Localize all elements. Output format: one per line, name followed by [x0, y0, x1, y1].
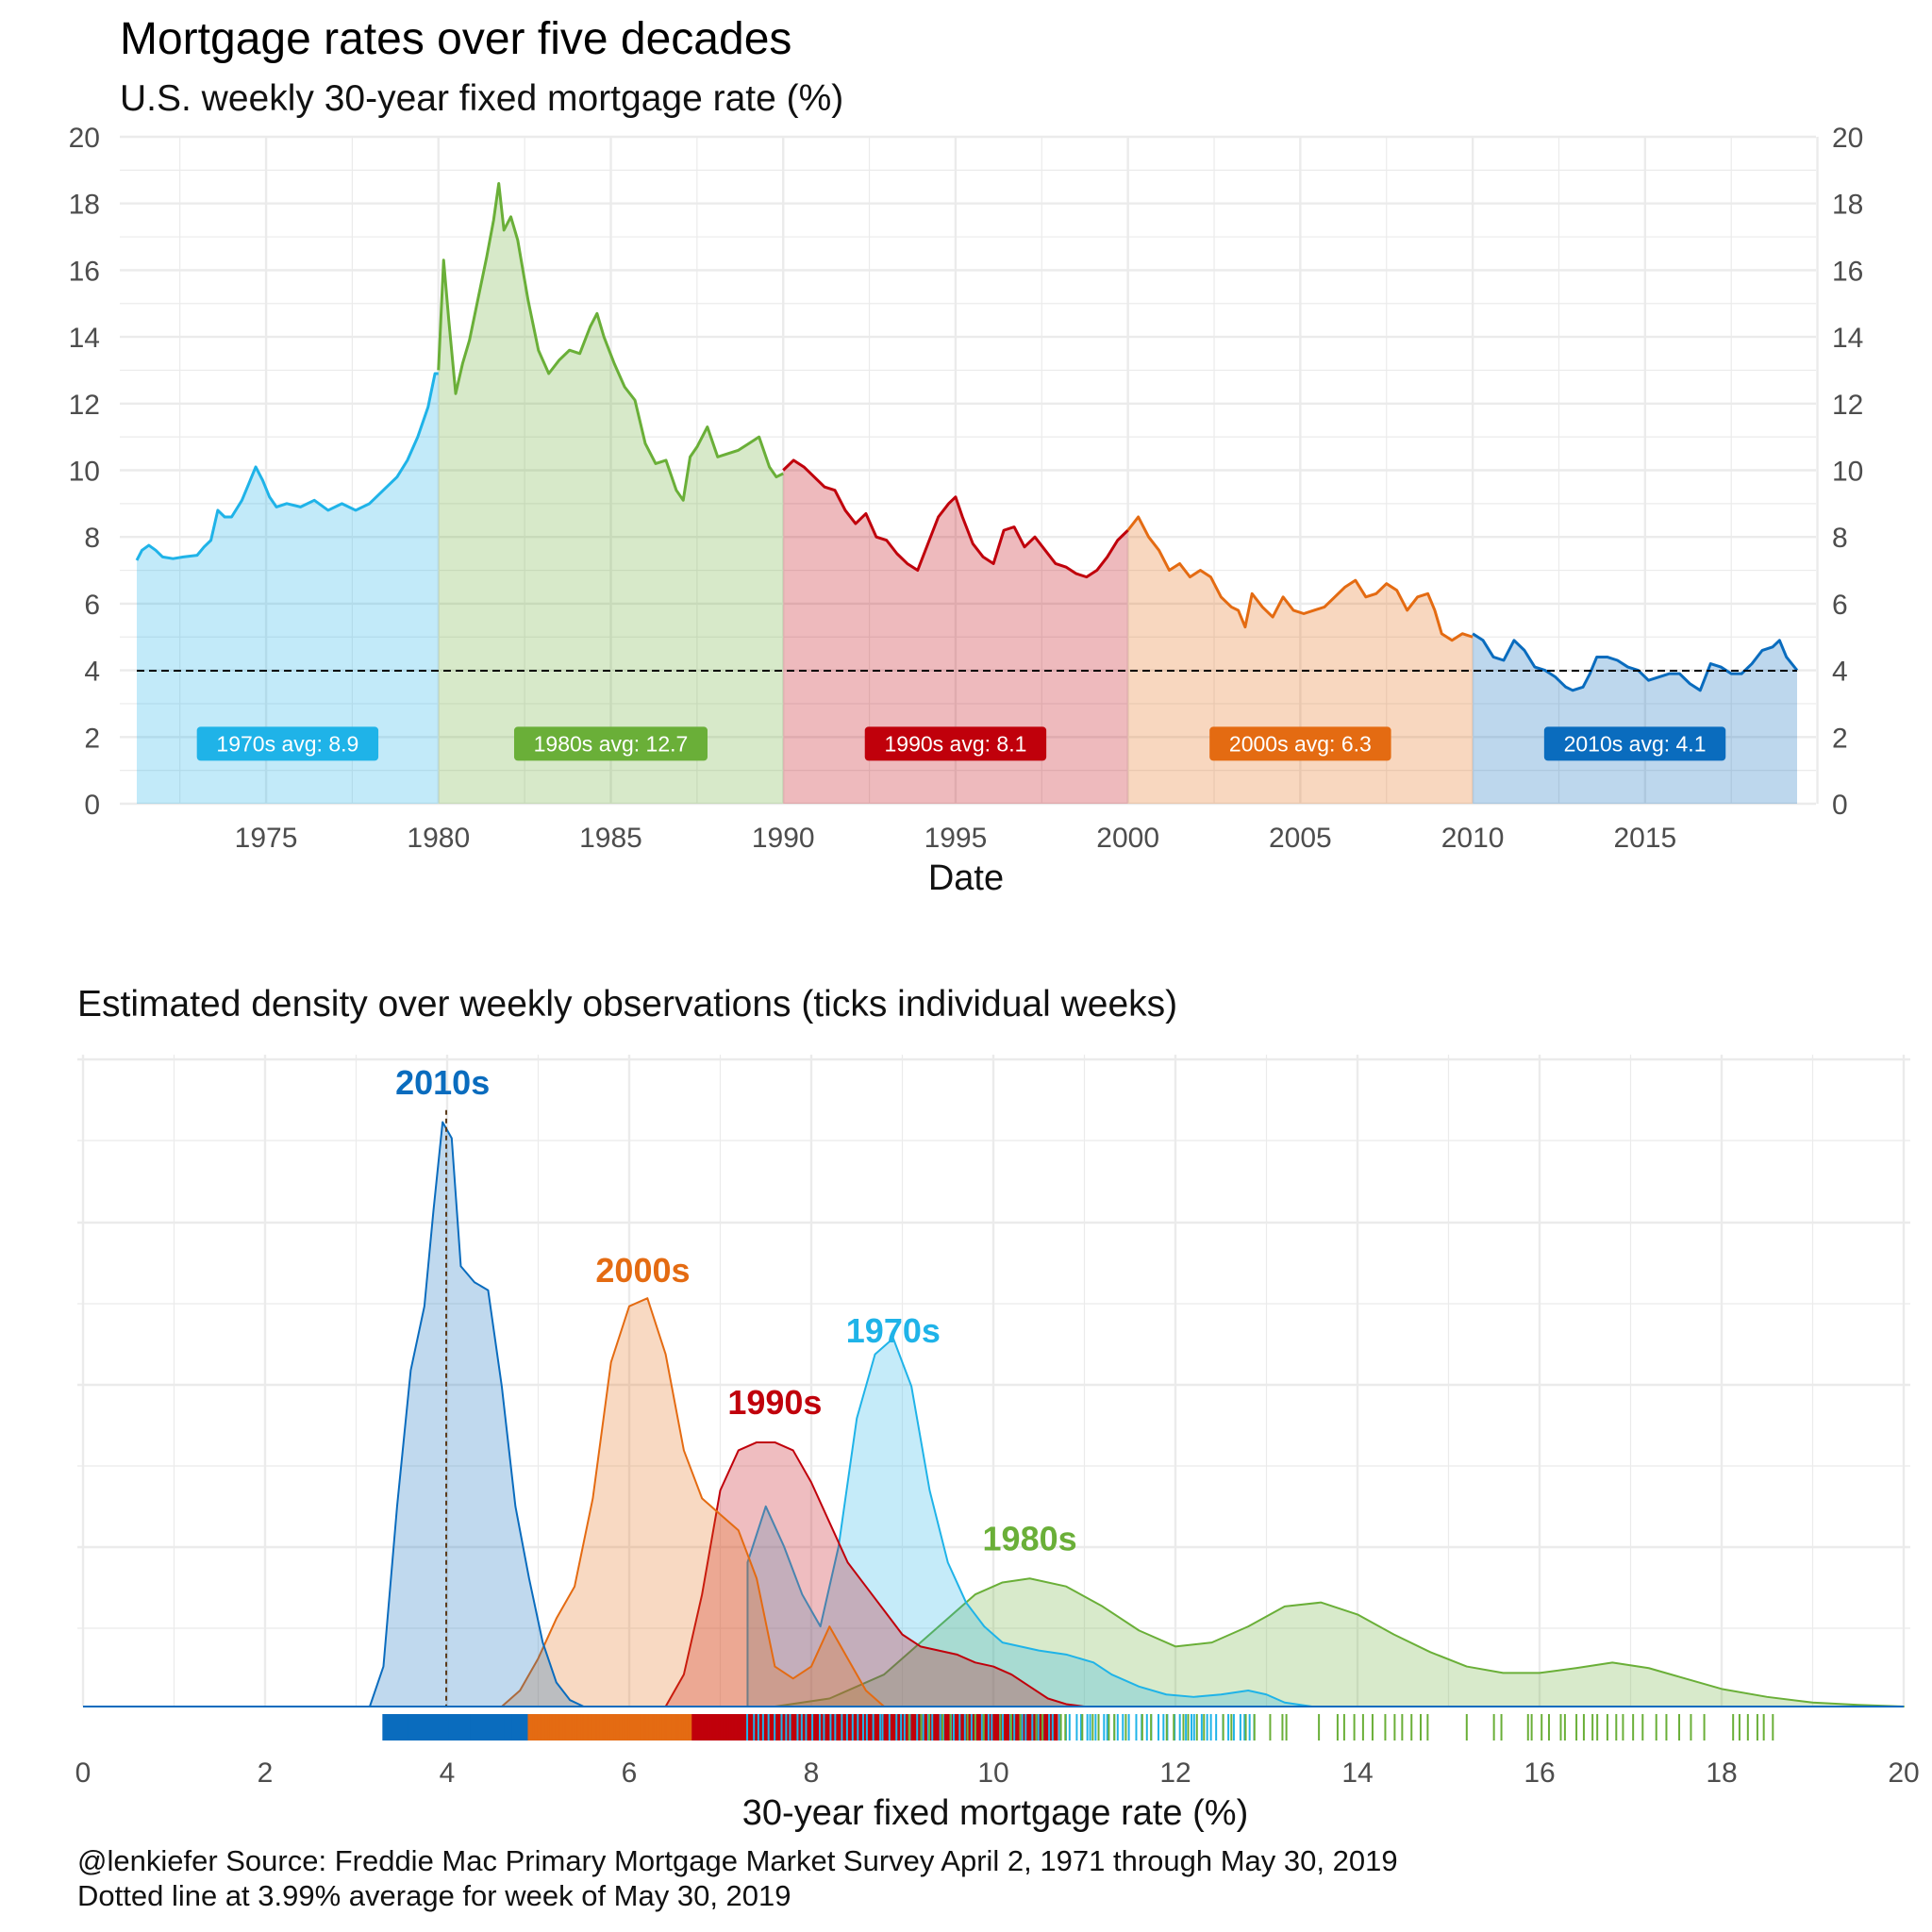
y-tick-right: 12: [1832, 390, 1863, 421]
x-tick-rate: 12: [1159, 1757, 1191, 1789]
x-tick-rate: 8: [804, 1757, 820, 1789]
density-label-1970s: 1970s: [846, 1311, 941, 1350]
bottom-grid: [77, 1055, 1910, 1707]
density-label-1980s: 1980s: [983, 1520, 1077, 1558]
y-tick-left: 20: [69, 123, 100, 154]
line-1970s: [135, 372, 439, 561]
y-tick-right: 6: [1832, 590, 1848, 621]
y-axis-right: 0 2 4 6 8 10 12 14 16 18 20: [1832, 123, 1863, 821]
y-tick-left: 6: [84, 590, 100, 621]
y-tick-left: 12: [69, 390, 100, 421]
y-tick-right: 4: [1832, 657, 1848, 688]
x-tick-rate: 0: [75, 1757, 92, 1789]
decade-average-labels: 1970s avg: 8.9 1980s avg: 12.7 1990s avg: …: [196, 726, 1726, 761]
area-1980s: [438, 183, 784, 805]
avg-label-box-2010s: [1543, 726, 1726, 761]
x-axis-title-date: Date: [928, 858, 1004, 898]
density-areas: [368, 1121, 1905, 1707]
x-tick-rate: 2: [258, 1757, 274, 1789]
x-tick-year: 1990: [752, 823, 815, 854]
y-tick-left: 14: [69, 323, 100, 354]
y-tick-left: 0: [84, 790, 100, 821]
x-tick-rate: 10: [977, 1757, 1008, 1789]
rug-ticks: [382, 1714, 1774, 1740]
avg-label-box-1980s: [513, 726, 708, 761]
x-tick-year: 2010: [1441, 823, 1505, 854]
x-axis-rate: 0 2 4 6 8 10 12 14 16 18 20: [75, 1757, 1920, 1789]
y-tick-left: 8: [84, 523, 100, 554]
y-tick-right: 16: [1832, 256, 1863, 287]
x-tick-year: 1985: [579, 823, 642, 854]
caption-note: Dotted line at 3.99% average for week of…: [77, 1879, 791, 1912]
y-tick-right: 0: [1832, 790, 1848, 821]
x-tick-year: 1980: [407, 823, 470, 854]
density-2010s: [368, 1121, 585, 1707]
y-tick-right: 20: [1832, 123, 1863, 154]
y-tick-left: 10: [69, 457, 100, 488]
x-tick-year: 2015: [1613, 823, 1676, 854]
x-tick-year: 1975: [235, 823, 298, 854]
avg-label-1970s: 1970s avg: 8.9: [216, 731, 358, 756]
avg-label-box-2000s: [1209, 726, 1391, 761]
x-axis-title-rate: 30-year fixed mortgage rate (%): [742, 1793, 1248, 1833]
y-tick-right: 2: [1832, 723, 1848, 754]
density-label-2010s: 2010s: [395, 1063, 490, 1102]
x-axis-dates: 1975 1980 1985 1990 1995 2000 2005 2010 2015: [235, 823, 1677, 854]
y-tick-right: 14: [1832, 323, 1863, 354]
avg-label-box-1990s: [864, 726, 1047, 761]
density-1980s: [774, 1577, 1905, 1707]
area-2010s: [1473, 633, 1797, 804]
density-label-2000s: 2000s: [595, 1251, 690, 1290]
density-chart-title: Estimated density over weekly observatio…: [77, 984, 1177, 1024]
line-2010s: [1472, 632, 1799, 692]
line-1990s: [782, 458, 1129, 579]
x-tick-year: 1995: [924, 823, 988, 854]
y-tick-left: 18: [69, 190, 100, 221]
line-1980s: [437, 181, 784, 502]
x-tick-rate: 14: [1341, 1757, 1373, 1789]
x-tick-rate: 18: [1706, 1757, 1737, 1789]
avg-label-2000s: 2000s avg: 6.3: [1229, 731, 1372, 756]
x-tick-rate: 4: [440, 1757, 456, 1789]
y-tick-right: 10: [1832, 457, 1863, 488]
y-tick-left: 2: [84, 723, 100, 754]
avg-label-1980s: 1980s avg: 12.7: [534, 731, 689, 756]
y-axis-left: 0 2 4 6 8 10 12 14 16 18 20: [69, 123, 100, 821]
density-label-1990s: 1990s: [727, 1383, 822, 1422]
chart-subtitle: U.S. weekly 30-year fixed mortgage rate …: [120, 78, 843, 119]
top-areas: [137, 183, 1797, 805]
y-tick-left: 4: [84, 657, 100, 688]
line-2000s: [1126, 515, 1474, 642]
density-decade-labels: 1970s 1980s 1990s 2000s 2010s: [395, 1063, 1077, 1558]
x-tick-rate: 16: [1524, 1757, 1555, 1789]
y-tick-right: 18: [1832, 190, 1863, 221]
x-tick-rate: 6: [622, 1757, 638, 1789]
top-lines: [135, 181, 1799, 692]
x-tick-rate: 20: [1888, 1757, 1919, 1789]
chart-title: Mortgage rates over five decades: [120, 14, 791, 64]
x-tick-year: 2005: [1269, 823, 1332, 854]
avg-label-box-1970s: [196, 726, 379, 761]
area-1970s: [137, 373, 439, 804]
y-tick-left: 16: [69, 256, 100, 287]
y-tick-right: 8: [1832, 523, 1848, 554]
density-1970s: [746, 1337, 1313, 1707]
avg-label-2010s: 2010s avg: 4.1: [1564, 731, 1707, 756]
x-tick-year: 2000: [1096, 823, 1159, 854]
caption-source: @lenkiefer Source: Freddie Mac Primary M…: [77, 1844, 1398, 1877]
density-2000s: [500, 1297, 886, 1707]
avg-label-1990s: 1990s avg: 8.1: [884, 731, 1026, 756]
